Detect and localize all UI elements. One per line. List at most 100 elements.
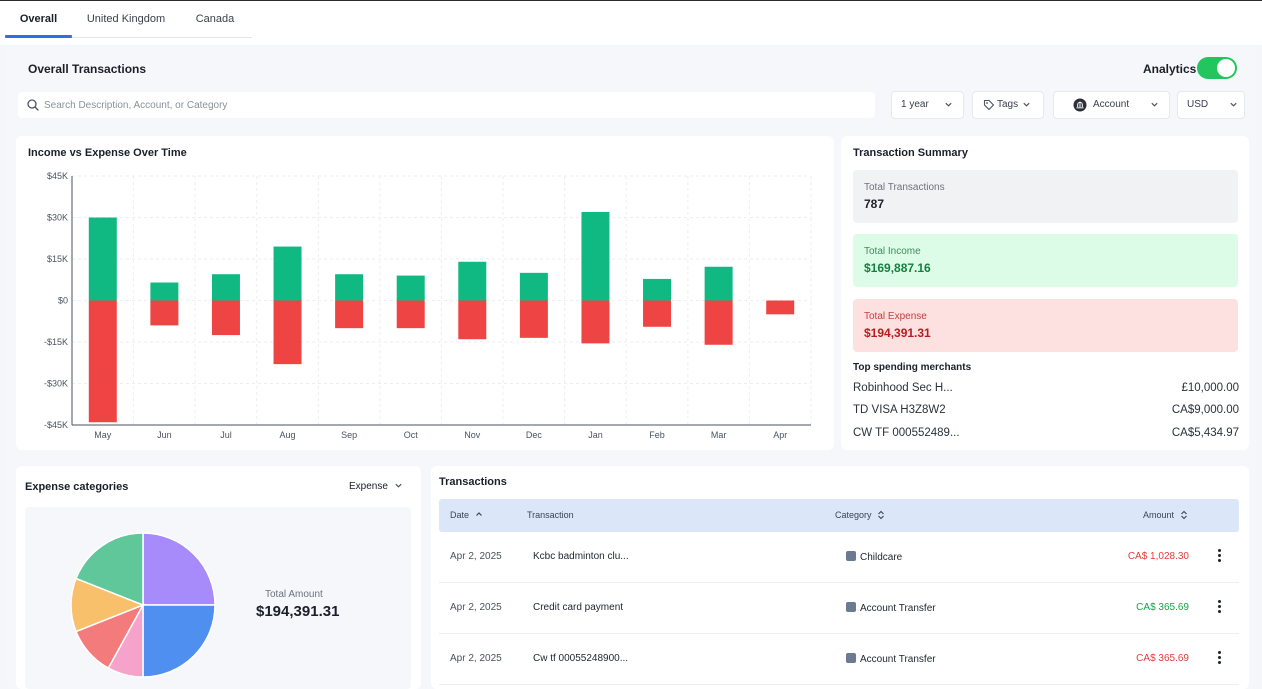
x-tick-label: Feb [649,430,665,440]
y-tick-label: -$45K [44,420,68,430]
x-tick-label: Sep [341,430,357,440]
table-row[interactable]: Apr 2, 2025 Cw tf 00055248900... Account… [439,634,1239,685]
search-bar[interactable] [18,92,875,118]
column-transaction[interactable]: Transaction [527,510,574,520]
expense-bar[interactable] [396,300,425,329]
income-bar[interactable] [335,274,364,301]
kebab-menu-icon[interactable] [1213,547,1225,567]
income-bar[interactable] [211,274,240,301]
tab-canada[interactable]: Canada [195,13,235,25]
column-category[interactable]: Category [835,510,885,520]
column-date-label: Date [450,510,470,520]
total-expense-value: $194,391.31 [864,326,931,340]
kebab-menu-icon[interactable] [1213,649,1225,669]
income-bar[interactable] [704,266,733,301]
income-expense-chart: $45K $30K $15K $0 -$15K -$30K -$45K May Jun Jul Au… [44,171,812,440]
x-tick-label: Mar [711,430,727,440]
row-description: Credit card payment [533,602,624,613]
merchant-row: TD VISA H3Z8W2 CA$9,000.00 [853,404,1239,420]
expense-bar[interactable] [766,300,795,315]
merchant-amount: £10,000.00 [1181,382,1239,394]
income-bar[interactable] [88,217,117,301]
income-bar[interactable] [273,246,302,301]
column-category-label: Category [835,510,872,520]
row-description: Cw tf 00055248900... [533,653,629,664]
row-category: Account Transfer [846,602,936,614]
total-expense-label: Total Expense [864,311,927,322]
bank-icon [1073,98,1087,112]
expense-bar[interactable] [704,300,733,345]
x-tick-label: Dec [526,430,543,440]
y-tick-label: $45K [47,171,68,181]
tab-bar: Overall United Kingdom Canada [0,1,1262,45]
column-date[interactable]: Date [450,510,483,520]
tab-divider [5,37,252,38]
expense-type-dropdown[interactable]: Expense [349,481,403,492]
expense-categories-title: Expense categories [25,481,129,493]
expense-bar[interactable] [150,300,179,326]
row-category-label: Account Transfer [860,603,936,614]
table-header: Date Transaction Category Amount [439,499,1239,532]
income-bar[interactable] [643,278,672,301]
chevron-down-icon [1023,102,1030,107]
expense-bar[interactable] [88,300,117,423]
currency-select[interactable]: USD [1177,91,1245,119]
total-expense-box: Total Expense $194,391.31 [853,299,1238,352]
expense-bar[interactable] [519,300,548,338]
merchant-amount: CA$5,434.97 [1171,427,1239,439]
childcare-icon [846,551,856,561]
expense-bar[interactable] [211,300,240,336]
tags-filter[interactable]: Tags [972,91,1044,119]
table-row[interactable]: Apr 2, 2025 Credit card payment Account … [439,583,1239,634]
currency-value: USD [1187,99,1209,110]
expense-bar[interactable] [458,300,487,340]
income-bar[interactable] [396,275,425,301]
chart-title: Income vs Expense Over Time [28,147,187,159]
sort-icon [878,510,884,520]
merchant-name: TD VISA H3Z8W2 [853,404,946,416]
row-category: Account Transfer [846,653,936,665]
tag-icon [983,99,995,111]
merchants-title: Top spending merchants [853,362,972,373]
period-value: 1 year [901,99,929,110]
active-tab-indicator [5,35,72,38]
table-row[interactable]: Apr 2, 2025 Kcbc badminton clu... Childc… [439,532,1239,583]
row-description: Kcbc badminton clu... [533,551,629,562]
total-income-label: Total Income [864,246,921,257]
row-category-label: Account Transfer [860,654,936,665]
row-date: Apr 2, 2025 [450,653,502,664]
total-transactions-box: Total Transactions 787 [853,170,1238,223]
account-filter[interactable]: Account [1053,91,1170,119]
expense-bar[interactable] [335,300,364,329]
row-amount: CA$ 1,028.30 [1127,551,1189,562]
sort-asc-icon [475,512,482,516]
search-input[interactable] [44,92,864,118]
total-transactions-label: Total Transactions [864,182,945,193]
expense-bar[interactable] [643,300,672,327]
period-select[interactable]: 1 year [891,91,964,119]
expense-bar[interactable] [273,300,302,365]
search-icon [27,99,39,111]
income-bar[interactable] [581,211,610,301]
pie-slice[interactable] [142,604,216,678]
y-tick-label: $30K [47,213,68,223]
expense-pie-chart [70,532,216,678]
pie-slice[interactable] [75,532,144,607]
tab-overall[interactable]: Overall [19,13,58,25]
kebab-menu-icon[interactable] [1213,598,1225,618]
x-tick-label: Oct [404,430,419,440]
expense-bar[interactable] [581,300,610,344]
income-bar[interactable] [519,272,548,301]
income-bar[interactable] [458,261,487,301]
chevron-down-icon [395,483,402,488]
income-bar[interactable] [150,282,179,301]
sort-icon [1180,510,1187,520]
row-date: Apr 2, 2025 [450,602,502,613]
pie-slice[interactable] [142,532,216,606]
toggle-knob [1217,59,1235,77]
analytics-toggle[interactable] [1197,57,1237,79]
tab-united-kingdom[interactable]: United Kingdom [86,13,166,25]
tags-label: Tags [997,99,1019,110]
transactions-title: Transactions [439,476,507,488]
column-amount[interactable]: Amount [1143,510,1188,520]
